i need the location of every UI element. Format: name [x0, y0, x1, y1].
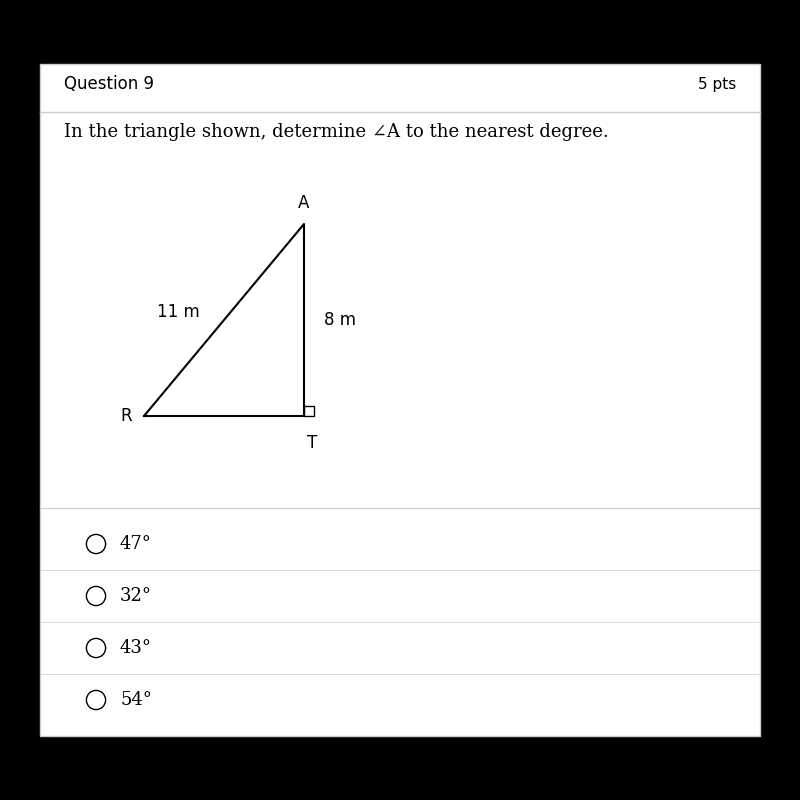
- Text: 32°: 32°: [120, 587, 152, 605]
- Text: In the triangle shown, determine ∠A to the nearest degree.: In the triangle shown, determine ∠A to t…: [64, 123, 609, 141]
- Text: 11 m: 11 m: [158, 303, 200, 321]
- Text: A: A: [298, 194, 310, 212]
- Text: 47°: 47°: [120, 535, 152, 553]
- FancyBboxPatch shape: [40, 64, 760, 736]
- Text: R: R: [120, 407, 132, 425]
- Text: 43°: 43°: [120, 639, 152, 657]
- Text: 5 pts: 5 pts: [698, 77, 736, 91]
- Bar: [304, 406, 314, 416]
- Text: 8 m: 8 m: [324, 311, 356, 329]
- Text: T: T: [307, 434, 317, 452]
- Text: Question 9: Question 9: [64, 75, 154, 93]
- Text: 54°: 54°: [120, 691, 152, 709]
